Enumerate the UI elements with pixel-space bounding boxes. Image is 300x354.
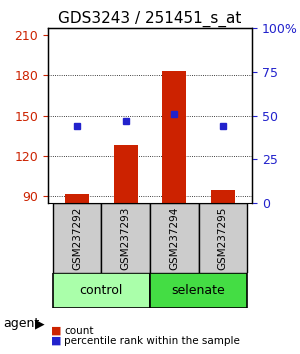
Title: GDS3243 / 251451_s_at: GDS3243 / 251451_s_at <box>58 11 242 27</box>
FancyBboxPatch shape <box>101 203 150 273</box>
Text: GSM237294: GSM237294 <box>169 206 179 270</box>
Text: ■: ■ <box>51 336 62 346</box>
Text: agent: agent <box>3 318 39 330</box>
Bar <box>65 194 89 203</box>
Text: ■: ■ <box>51 326 62 336</box>
FancyBboxPatch shape <box>199 203 247 273</box>
FancyBboxPatch shape <box>150 203 199 273</box>
FancyBboxPatch shape <box>53 203 101 273</box>
Text: ▶: ▶ <box>34 318 44 330</box>
Text: GSM237293: GSM237293 <box>121 206 131 270</box>
Text: count: count <box>64 326 94 336</box>
FancyBboxPatch shape <box>53 273 150 308</box>
Bar <box>211 190 235 203</box>
Text: GSM237295: GSM237295 <box>218 206 228 270</box>
Text: selenate: selenate <box>172 284 225 297</box>
Bar <box>162 72 186 203</box>
FancyBboxPatch shape <box>150 273 247 308</box>
Bar <box>114 145 138 203</box>
Text: percentile rank within the sample: percentile rank within the sample <box>64 336 240 346</box>
Text: GSM237292: GSM237292 <box>72 206 82 270</box>
Text: control: control <box>80 284 123 297</box>
